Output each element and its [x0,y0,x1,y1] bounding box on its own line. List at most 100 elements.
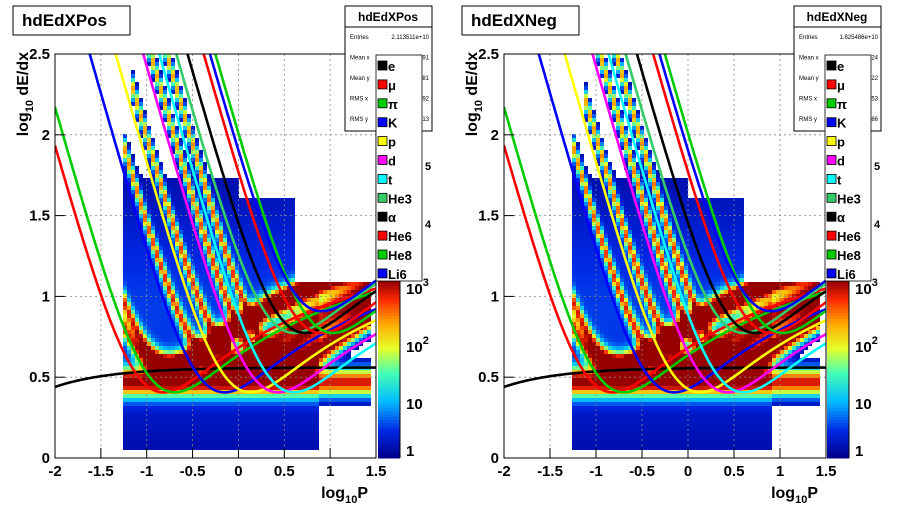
legend-swatch [377,211,388,222]
plot-title: hdEdXNeg [471,11,557,30]
y-tick-label: 1 [491,288,499,305]
y-tick-label: 0.5 [478,369,499,386]
band-curve [658,54,826,313]
legend-label: He3 [388,191,412,206]
color-bar: 1 10 102 103 4 5 [827,161,881,460]
stats-label: Mean x [350,56,370,62]
stats-value: 2.113511e+10 [391,35,429,41]
legend-label: π [837,97,847,112]
legend-label: α [837,210,845,225]
stats-value: 1.825486e+10 [839,35,878,41]
y-axis-label: log10 dE/dx [15,52,36,136]
legend-label: K [837,116,847,131]
y-tick-label: 2.5 [478,46,499,63]
legend-swatch [826,230,837,241]
y-tick-label: 1.5 [29,208,50,225]
stats-label: RMS x [799,97,817,103]
x-tick-label: -2 [48,463,61,480]
stats-label: Mean y [799,76,819,82]
legend-swatch [826,155,837,165]
legend-label: Li6 [388,267,407,282]
y-tick-label: 0.5 [29,369,50,386]
y-tick-label: 2 [42,127,50,144]
x-tick-label: 0.5 [724,463,745,480]
y-tick-label: 2 [491,127,499,144]
x-tick-label: -0.5 [180,463,206,480]
colorbar-exponent: 4 [425,219,432,231]
legend-swatch [826,173,837,184]
band-curve [157,54,376,394]
stats-name: hdEdXNeg [807,10,868,24]
stats-label: Mean y [350,76,370,82]
legend-label: d [388,154,396,169]
legend-swatch [826,60,837,71]
stats-value: 92 [422,97,429,103]
theory-curves [55,54,376,394]
legend-swatch [826,268,837,279]
legend-label: Li6 [837,267,856,282]
stats-label: RMS y [350,117,368,123]
legend-label: p [388,135,396,150]
band-curve [202,54,376,335]
legend-label: He6 [388,229,412,244]
band-curve [624,54,826,335]
colorbar-exponent: 5 [874,161,880,173]
colorbar-tick-label: 103 [406,277,429,298]
y-tick-label: 0 [42,450,50,467]
panel-hdEdXNeg: -2 -1.5 -1 -0.5 0 0.5 1 1.5 0 0.5 1 1.5 2 2.5 log10P lo… [461,5,882,506]
legend-label: d [837,154,845,169]
stats-label: Entries [350,35,369,41]
band-curve [141,54,376,394]
legend-swatch [826,192,837,203]
axes: -2 -1.5 -1 -0.5 0 0.5 1 1.5 0 0.5 1 1.5 2 2.5 [478,46,836,480]
legend-label: π [388,97,398,112]
stats-value: 13 [422,117,429,123]
x-axis-label: log10P [771,485,818,506]
x-tick-label: -1.5 [88,463,114,480]
x-tick-label: 0.5 [274,463,295,480]
legend-swatch [377,117,388,128]
stats-value: 53 [871,97,878,103]
x-tick-label: 0 [684,463,692,480]
legend-swatch [826,79,837,90]
stats-value: 81 [422,76,429,82]
x-tick-label: -1.5 [537,463,563,480]
colorbar-tick-label: 10 [406,396,423,413]
stats-label: RMS x [350,97,368,103]
stats-value: 91 [422,56,429,62]
legend-swatch [377,249,388,260]
legend-swatch [377,155,388,165]
colorbar-tick-label: 10 [855,396,872,413]
band-curve [635,54,826,335]
legend-label: t [388,172,393,187]
legend-label: He6 [837,229,861,244]
band-curve [563,54,826,394]
x-tick-label: -1 [589,463,602,480]
stats-label: Entries [799,35,818,41]
x-axis-label: log10P [321,485,368,506]
y-tick-label: 2.5 [29,46,50,63]
legend-swatch [826,98,837,109]
stats-name: hdEdXPos [358,10,418,24]
legend-label: e [837,59,844,74]
legend-swatch [377,98,388,109]
legend-swatch [826,249,837,260]
legend-swatch [826,211,837,222]
y-axis-label: log10 dE/dx [464,52,485,136]
colorbar-exponent: 5 [425,161,431,173]
legend-swatch [377,268,388,279]
legend-label: K [388,116,398,131]
x-tick-label: 1.5 [816,463,837,480]
y-tick-label: 0 [491,450,499,467]
band-curve [186,54,376,335]
stats-label: Mean x [799,56,819,62]
legend-label: α [388,210,396,225]
legend-swatch [826,136,837,147]
legend-label: e [388,59,395,74]
colorbar-tick-label: 102 [855,335,878,356]
x-tick-label: 1 [326,463,334,480]
axes: -2 -1.5 -1 -0.5 0 0.5 1 1.5 0 0.5 1 1.5 2 2.5 [29,46,386,480]
